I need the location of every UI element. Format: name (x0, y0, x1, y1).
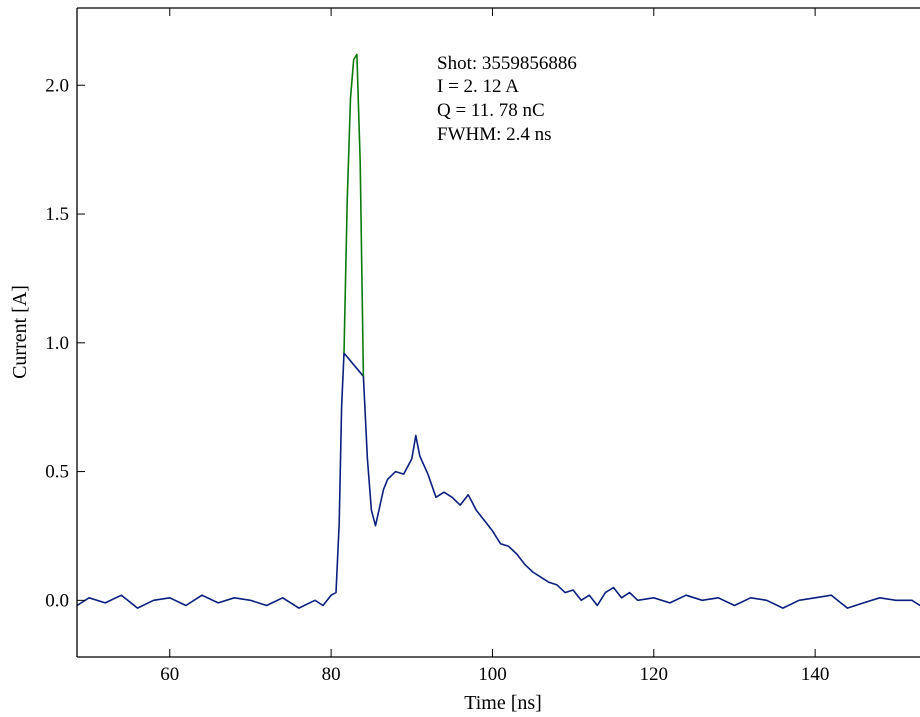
annotation-fwhm: FWHM: 2.4 ns (437, 124, 552, 145)
annotation-charge: Q = 11. 78 nC (437, 100, 545, 121)
series-layer (76, 53, 920, 609)
annotation-shot: Shot: 3559856886 (437, 53, 577, 74)
y-tick-label: 0.5 (45, 462, 69, 483)
y-axis-label: Current [A] (9, 285, 31, 379)
x-axis-label: Time [ns] (464, 692, 542, 714)
series-line-baseline (76, 352, 920, 609)
x-tick-label: 80 (322, 664, 341, 685)
x-tick-label: 140 (801, 664, 830, 685)
x-tick-label: 60 (160, 664, 179, 685)
y-tick-label: 0.0 (45, 590, 69, 611)
y-tick-label: 1.5 (45, 204, 69, 225)
x-tick-label: 120 (640, 664, 669, 685)
series-line-peak (343, 53, 365, 377)
y-tick-label: 1.0 (45, 333, 69, 354)
ticks-layer: 60 80 100 120 140 0.0 0.5 1.0 1.5 2.0 (45, 8, 829, 685)
y-tick-label: 2.0 (45, 75, 69, 96)
annotation-current: I = 2. 12 A (437, 76, 519, 97)
annotation-block: Shot: 3559856886 I = 2. 12 A Q = 11. 78 … (437, 53, 577, 145)
x-tick-label: 100 (478, 664, 507, 685)
axes-layer (76, 7, 920, 658)
